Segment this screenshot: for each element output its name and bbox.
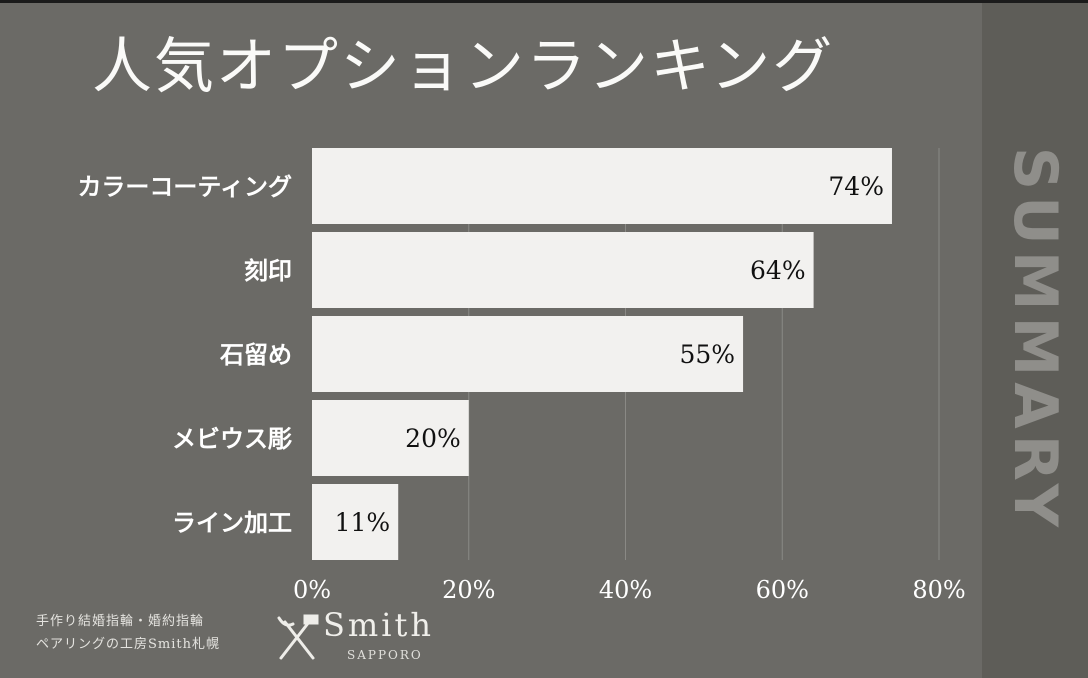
- x-tick-label: 60%: [756, 576, 809, 604]
- page-title: 人気オプションランキング: [92, 32, 835, 102]
- x-tick-label: 80%: [912, 576, 965, 604]
- bar: [312, 148, 892, 224]
- category-label: カラーコーティング: [77, 173, 292, 201]
- footer-line-1: 手作り結婚指輪・婚約指輪: [36, 614, 205, 629]
- data-label: 74%: [828, 172, 884, 201]
- x-tick-label: 40%: [599, 576, 652, 604]
- logo-name: Smith: [323, 606, 434, 644]
- side-panel: [982, 3, 1088, 678]
- data-label: 55%: [679, 340, 735, 369]
- bar: [312, 484, 399, 560]
- category-label: 石留め: [219, 341, 292, 369]
- data-label: 64%: [750, 256, 806, 285]
- footer-line-2: ペアリングの工房Smith札幌: [36, 637, 220, 652]
- category-label: 刻印: [244, 257, 292, 285]
- pliers-hammer-icon: [277, 614, 319, 660]
- logo-sub: SAPPORO: [347, 648, 423, 662]
- top-border: [0, 0, 1088, 3]
- x-tick-label: 0%: [293, 576, 331, 604]
- category-label: ライン加工: [172, 509, 292, 537]
- bar: [312, 316, 744, 392]
- data-label: 11%: [335, 508, 391, 537]
- data-label: 20%: [405, 424, 461, 453]
- category-label: メビウス彫: [172, 425, 292, 453]
- x-tick-label: 20%: [442, 576, 495, 604]
- smith-logo: Smith SAPPORO: [275, 606, 445, 667]
- bar: [312, 400, 469, 476]
- footer-text: 手作り結婚指輪・婚約指輪 ペアリングの工房Smith札幌: [36, 610, 220, 656]
- bar: [312, 232, 814, 308]
